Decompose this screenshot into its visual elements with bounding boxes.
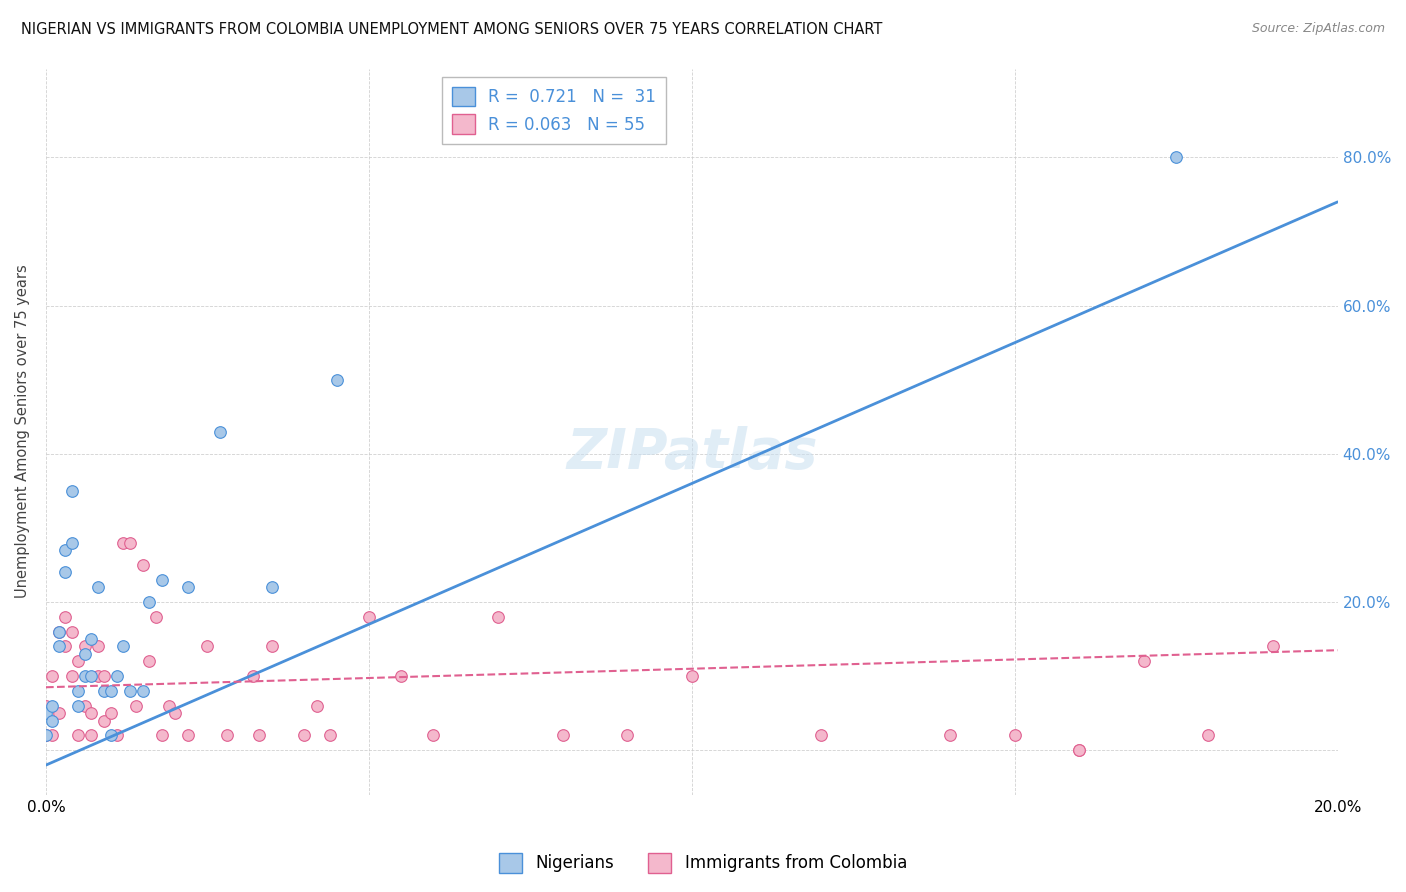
Point xyxy=(165,706,187,721)
Point xyxy=(132,684,155,698)
Point xyxy=(138,595,160,609)
Point xyxy=(100,684,122,698)
Point xyxy=(105,728,128,742)
Point xyxy=(48,706,70,721)
Point xyxy=(939,728,962,742)
Point xyxy=(112,640,135,654)
Point xyxy=(35,728,58,742)
Point xyxy=(48,624,70,639)
Text: Source: ZipAtlas.com: Source: ZipAtlas.com xyxy=(1251,22,1385,36)
Point xyxy=(810,728,832,742)
Point xyxy=(1069,743,1091,757)
Point xyxy=(53,640,76,654)
Point xyxy=(486,610,509,624)
Point xyxy=(67,654,90,668)
Point xyxy=(60,535,83,549)
Point xyxy=(60,669,83,683)
Point xyxy=(551,728,574,742)
Point xyxy=(118,684,141,698)
Point xyxy=(35,706,58,721)
Point xyxy=(100,728,122,742)
Point xyxy=(616,728,638,742)
Point xyxy=(73,698,96,713)
Point xyxy=(93,684,115,698)
Point xyxy=(53,543,76,558)
Point xyxy=(48,624,70,639)
Point xyxy=(118,535,141,549)
Point xyxy=(86,580,108,594)
Point xyxy=(73,669,96,683)
Point xyxy=(1004,728,1026,742)
Point xyxy=(53,566,76,580)
Point xyxy=(292,728,315,742)
Point xyxy=(197,640,219,654)
Point xyxy=(41,669,63,683)
Point xyxy=(260,640,283,654)
Point xyxy=(73,647,96,661)
Point xyxy=(260,580,283,594)
Point xyxy=(67,728,90,742)
Point xyxy=(48,640,70,654)
Text: NIGERIAN VS IMMIGRANTS FROM COLOMBIA UNEMPLOYMENT AMONG SENIORS OVER 75 YEARS CO: NIGERIAN VS IMMIGRANTS FROM COLOMBIA UNE… xyxy=(21,22,883,37)
Point xyxy=(150,573,173,587)
Point xyxy=(177,580,200,594)
Point xyxy=(67,684,90,698)
Point xyxy=(112,535,135,549)
Point xyxy=(242,669,264,683)
Point xyxy=(60,624,83,639)
Point xyxy=(80,669,103,683)
Point xyxy=(681,669,703,683)
Legend: R =  0.721   N =  31, R = 0.063   N = 55: R = 0.721 N = 31, R = 0.063 N = 55 xyxy=(441,77,666,144)
Point xyxy=(1133,654,1156,668)
Point xyxy=(80,632,103,646)
Point xyxy=(100,706,122,721)
Point xyxy=(35,728,58,742)
Point xyxy=(157,698,180,713)
Point xyxy=(1261,640,1284,654)
Legend: Nigerians, Immigrants from Colombia: Nigerians, Immigrants from Colombia xyxy=(492,847,914,880)
Point xyxy=(209,425,232,439)
Point xyxy=(105,669,128,683)
Point xyxy=(125,698,148,713)
Point xyxy=(1198,728,1220,742)
Text: ZIPatlas: ZIPatlas xyxy=(567,426,817,481)
Point xyxy=(132,558,155,572)
Point xyxy=(73,640,96,654)
Point xyxy=(150,728,173,742)
Point xyxy=(41,698,63,713)
Point xyxy=(93,714,115,728)
Point xyxy=(422,728,444,742)
Point xyxy=(86,669,108,683)
Y-axis label: Unemployment Among Seniors over 75 years: Unemployment Among Seniors over 75 years xyxy=(15,265,30,599)
Point xyxy=(35,698,58,713)
Point xyxy=(177,728,200,742)
Point xyxy=(389,669,412,683)
Point xyxy=(60,483,83,498)
Point xyxy=(53,610,76,624)
Point xyxy=(80,706,103,721)
Point xyxy=(80,728,103,742)
Point xyxy=(138,654,160,668)
Point xyxy=(307,698,329,713)
Point xyxy=(41,714,63,728)
Point xyxy=(247,728,270,742)
Point xyxy=(67,698,90,713)
Point xyxy=(93,669,115,683)
Point xyxy=(41,728,63,742)
Point xyxy=(357,610,380,624)
Point xyxy=(319,728,342,742)
Point xyxy=(1069,743,1091,757)
Point xyxy=(325,373,347,387)
Point xyxy=(215,728,238,742)
Point xyxy=(1166,151,1188,165)
Point xyxy=(145,610,167,624)
Point xyxy=(86,640,108,654)
